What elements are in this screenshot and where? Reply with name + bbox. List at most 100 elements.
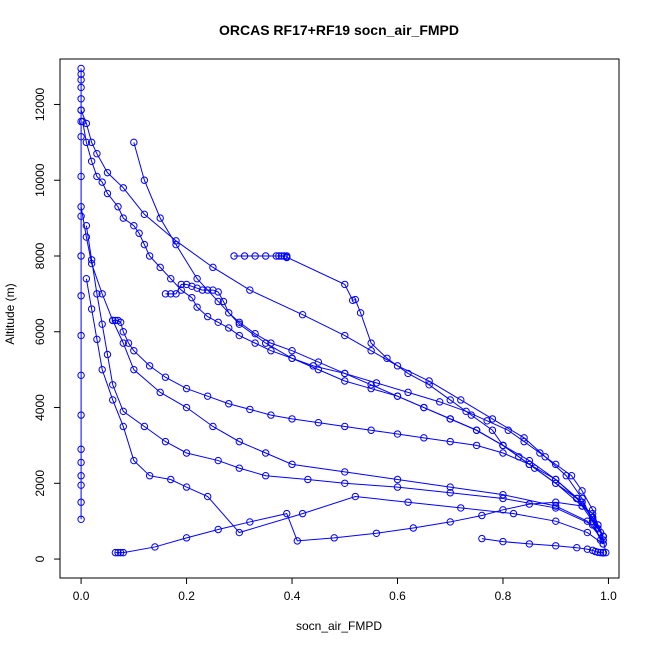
data-point: [599, 548, 607, 557]
data-point: [567, 472, 576, 480]
data-point: [467, 411, 476, 419]
data-point: [420, 434, 428, 442]
data-point: [483, 417, 491, 425]
data-point: [116, 318, 125, 326]
data-point: [77, 64, 85, 73]
data-point: [341, 468, 349, 476]
data-point: [573, 543, 581, 552]
data-point: [341, 377, 349, 385]
x-tick-label: 1.0: [600, 589, 617, 603]
data-point: [119, 214, 127, 222]
data-point: [472, 441, 481, 450]
data-point: [209, 263, 217, 272]
data-point: [446, 518, 454, 526]
data-point: [261, 449, 270, 457]
data-point: [446, 437, 454, 446]
data-point: [77, 76, 85, 84]
data-point: [77, 172, 85, 181]
data-point: [182, 534, 191, 542]
data-point: [214, 318, 222, 326]
data-point: [77, 481, 85, 489]
data-point: [77, 83, 85, 92]
data-point: [246, 286, 254, 294]
data-point: [82, 138, 91, 147]
series-line: [133, 142, 601, 533]
y-tick-label: 6000: [33, 318, 47, 345]
data-point: [77, 515, 85, 523]
data-point: [275, 252, 283, 260]
data-point: [341, 331, 349, 340]
data-point: [177, 280, 185, 289]
data-point: [182, 280, 191, 289]
data-point: [314, 358, 323, 366]
data-point: [77, 203, 85, 211]
data-point: [288, 460, 296, 469]
data-point: [77, 498, 85, 506]
data-point: [552, 517, 560, 525]
data-point: [193, 275, 201, 283]
data-point: [446, 415, 454, 423]
data-point: [77, 331, 85, 340]
data-point: [367, 339, 375, 347]
data-point: [446, 396, 454, 404]
data-point: [82, 119, 91, 128]
x-tick-label: 0.0: [73, 589, 90, 603]
data-point: [135, 229, 143, 237]
data-point: [372, 379, 381, 387]
data-point: [240, 252, 249, 260]
data-point: [277, 252, 286, 260]
data-point: [472, 426, 481, 434]
data-point: [172, 240, 180, 249]
data-point: [203, 312, 212, 321]
data-point: [404, 369, 412, 378]
data-point: [182, 403, 191, 412]
data-point: [188, 293, 196, 302]
data-point: [261, 472, 270, 480]
data-point: [457, 504, 465, 512]
data-point: [478, 534, 486, 543]
series-11: [111, 498, 610, 557]
data-point: [77, 411, 85, 419]
data-point: [436, 398, 444, 406]
data-point: [140, 240, 149, 249]
data-point: [425, 377, 433, 385]
data-point: [77, 371, 85, 380]
y-tick-label: 0: [33, 555, 47, 562]
series-12: [478, 534, 607, 557]
data-point: [488, 426, 497, 434]
data-point: [161, 373, 170, 381]
data-point: [488, 415, 497, 423]
data-point: [457, 396, 465, 404]
data-point: [235, 437, 244, 446]
y-tick-label: 10000: [33, 163, 47, 197]
data-point: [393, 483, 402, 491]
data-point: [77, 212, 85, 220]
data-point: [499, 490, 507, 499]
data-point: [420, 403, 428, 412]
y-tick-label: 2000: [33, 470, 47, 497]
data-point: [341, 369, 349, 378]
data-point: [182, 449, 191, 457]
data-point: [111, 316, 120, 325]
data-point: [288, 354, 296, 362]
series-4: [230, 252, 607, 541]
y-tick-label: 8000: [33, 242, 47, 269]
data-point: [130, 456, 138, 465]
data-point: [93, 335, 101, 344]
data-point: [156, 263, 164, 272]
data-point: [541, 453, 549, 461]
data-point: [351, 492, 360, 501]
data-point: [525, 500, 534, 508]
data-point: [509, 509, 518, 518]
data-point: [578, 487, 586, 495]
data-point: [525, 460, 534, 469]
data-point: [151, 543, 159, 551]
x-tick-label: 0.4: [284, 589, 301, 603]
data-point: [552, 502, 560, 510]
data-point: [225, 324, 233, 332]
series-line: [80, 206, 604, 541]
data-point: [536, 449, 544, 457]
axes: 0.0 0.2 0.4 0.6 0.8 1.0 0 2000 4000 6000 8000 10000…: [33, 58, 620, 603]
data-point: [583, 528, 592, 537]
